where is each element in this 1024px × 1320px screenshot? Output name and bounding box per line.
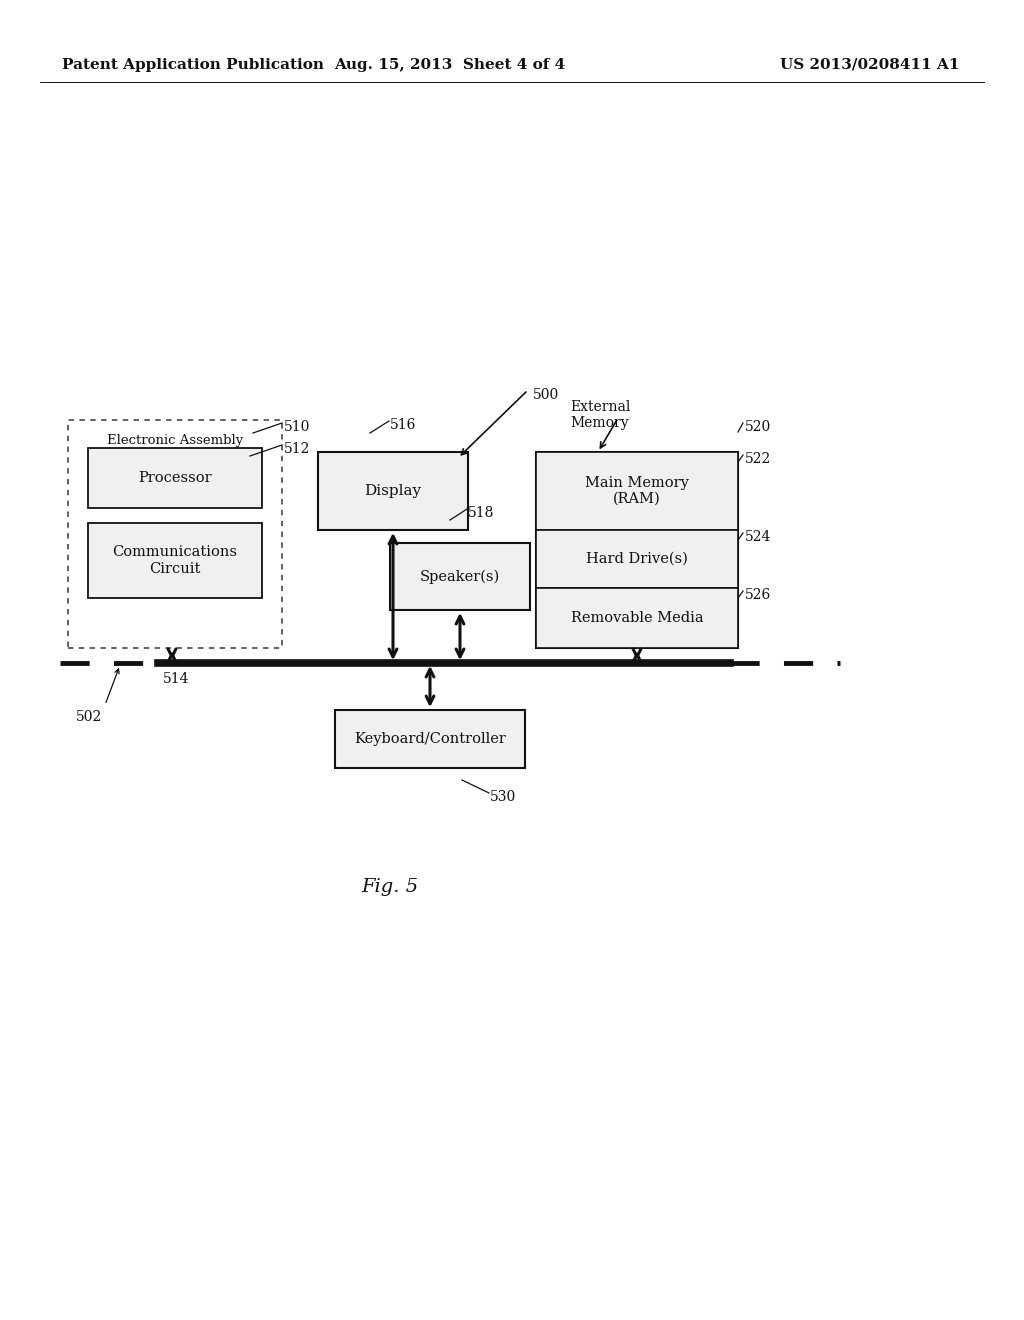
Text: Keyboard/Controller: Keyboard/Controller [354,733,506,746]
Text: 500: 500 [534,388,559,403]
FancyBboxPatch shape [536,531,738,587]
FancyBboxPatch shape [88,523,262,598]
Text: 522: 522 [745,451,771,466]
Text: Patent Application Publication: Patent Application Publication [62,58,324,73]
Text: Communications
Circuit: Communications Circuit [113,545,238,576]
Text: Display: Display [365,484,422,498]
FancyBboxPatch shape [536,451,738,531]
Text: Aug. 15, 2013  Sheet 4 of 4: Aug. 15, 2013 Sheet 4 of 4 [335,58,565,73]
Text: Fig. 5: Fig. 5 [361,878,419,896]
FancyBboxPatch shape [390,543,530,610]
Text: 516: 516 [390,418,417,432]
Text: Hard Drive(s): Hard Drive(s) [586,552,688,566]
Text: 524: 524 [745,531,771,544]
Text: Processor: Processor [138,471,212,484]
FancyBboxPatch shape [536,587,738,648]
Text: Removable Media: Removable Media [570,611,703,624]
FancyBboxPatch shape [335,710,525,768]
Text: 518: 518 [468,506,495,520]
Text: External
Memory: External Memory [570,400,631,430]
FancyBboxPatch shape [536,451,738,648]
Text: Electronic Assembly: Electronic Assembly [106,434,243,447]
Text: 530: 530 [490,789,516,804]
Text: 512: 512 [284,442,310,455]
Text: 520: 520 [745,420,771,434]
Text: 502: 502 [76,710,102,723]
Text: 514: 514 [163,672,189,686]
FancyBboxPatch shape [318,451,468,531]
Text: US 2013/0208411 A1: US 2013/0208411 A1 [780,58,961,73]
Text: 526: 526 [745,587,771,602]
Text: Main Memory
(RAM): Main Memory (RAM) [585,477,689,506]
Text: Speaker(s): Speaker(s) [420,569,500,583]
Text: 510: 510 [284,420,310,434]
FancyBboxPatch shape [88,447,262,508]
